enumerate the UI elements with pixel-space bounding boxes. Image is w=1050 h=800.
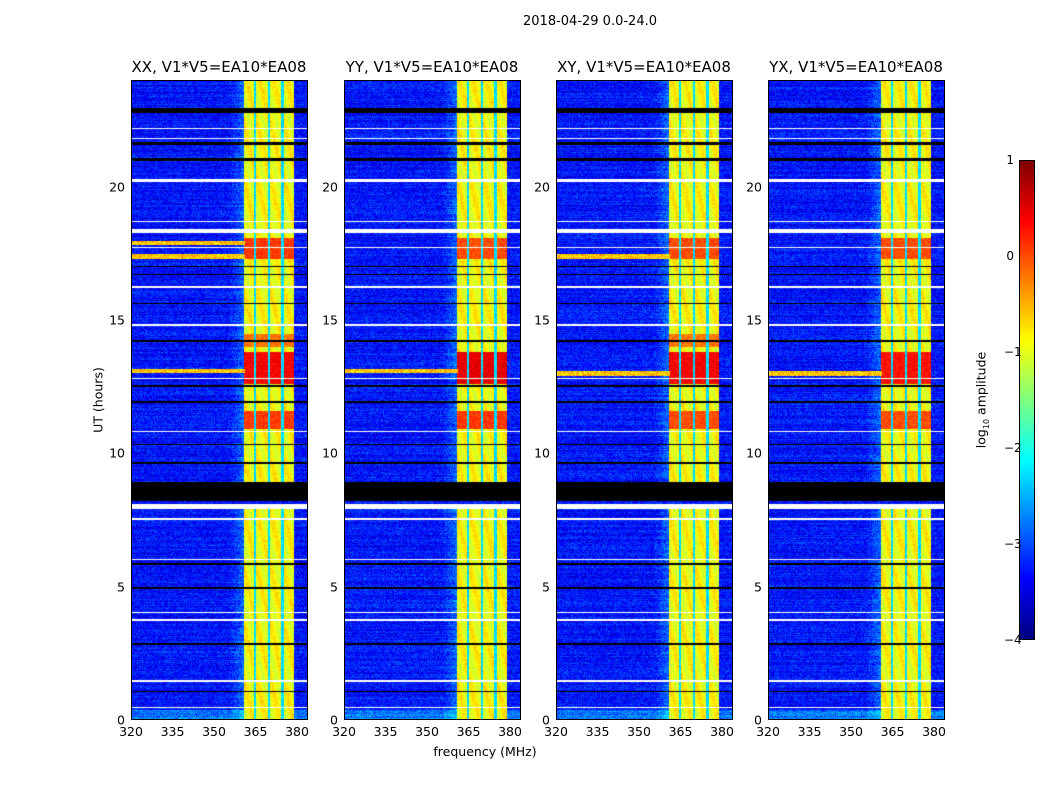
heatmap-image bbox=[557, 81, 732, 719]
panel-title: YY, V1*V5=EA10*EA08 bbox=[345, 58, 519, 76]
colorbar-tick-label: 1 bbox=[1006, 153, 1014, 167]
x-tick-label: 350 bbox=[627, 724, 651, 739]
x-tick-label: 380 bbox=[285, 724, 309, 739]
y-tick-label: 20 bbox=[322, 179, 338, 195]
x-tick-label: 350 bbox=[415, 724, 439, 739]
x-tick-label: 365 bbox=[456, 724, 481, 739]
y-tick-label: 10 bbox=[746, 445, 762, 461]
y-tick-label: 15 bbox=[322, 312, 338, 328]
x-tick-label: 350 bbox=[202, 724, 226, 739]
x-tick-label: 320 bbox=[332, 724, 356, 739]
x-tick-label: 380 bbox=[922, 724, 946, 739]
y-tick-label: 15 bbox=[109, 312, 125, 328]
colorbar-tick-label: −3 bbox=[1004, 537, 1022, 551]
panel-title: YX, V1*V5=EA10*EA08 bbox=[769, 58, 943, 76]
x-tick-label: 335 bbox=[160, 724, 185, 739]
x-tick-label: 380 bbox=[710, 724, 734, 739]
y-tick-label: 20 bbox=[746, 179, 762, 195]
y-tick-label: 20 bbox=[109, 179, 125, 195]
x-tick-label: 350 bbox=[839, 724, 863, 739]
heatmap-panel-2 bbox=[556, 80, 733, 720]
heatmap-image bbox=[769, 81, 944, 719]
y-tick-label: 0 bbox=[754, 712, 762, 728]
y-tick-label: 10 bbox=[109, 445, 125, 461]
colorbar-tick-label: 0 bbox=[1006, 249, 1014, 263]
y-tick-label: 20 bbox=[534, 179, 550, 195]
x-tick-label: 365 bbox=[243, 724, 268, 739]
y-tick-label: 15 bbox=[746, 312, 762, 328]
figure-title: 2018-04-29 0.0-24.0 bbox=[523, 14, 657, 29]
y-tick-label: 15 bbox=[534, 312, 550, 328]
panel-title: XY, V1*V5=EA10*EA08 bbox=[557, 58, 731, 76]
y-tick-label: 10 bbox=[534, 445, 550, 461]
y-axis-label: UT (hours) bbox=[90, 367, 106, 433]
y-tick-label: 5 bbox=[542, 579, 550, 595]
x-tick-label: 320 bbox=[119, 724, 143, 739]
colorbar-tick-label: −1 bbox=[1004, 345, 1022, 359]
y-tick-label: 5 bbox=[117, 579, 125, 595]
y-tick-label: 0 bbox=[542, 712, 550, 728]
x-tick-label: 320 bbox=[544, 724, 568, 739]
x-tick-label: 335 bbox=[585, 724, 610, 739]
x-tick-label: 335 bbox=[373, 724, 398, 739]
x-tick-label: 380 bbox=[498, 724, 522, 739]
x-axis-label: frequency (MHz) bbox=[433, 744, 537, 759]
y-tick-label: 5 bbox=[754, 579, 762, 595]
heatmap-panel-3 bbox=[768, 80, 945, 720]
heatmap-image bbox=[345, 81, 520, 719]
x-tick-label: 365 bbox=[880, 724, 905, 739]
x-tick-label: 320 bbox=[756, 724, 780, 739]
x-tick-label: 335 bbox=[797, 724, 822, 739]
x-tick-label: 365 bbox=[668, 724, 693, 739]
y-tick-label: 0 bbox=[117, 712, 125, 728]
y-tick-label: 5 bbox=[330, 579, 338, 595]
y-tick-label: 0 bbox=[330, 712, 338, 728]
colorbar bbox=[1019, 160, 1035, 640]
colorbar-label: log10 amplitude bbox=[973, 351, 991, 449]
colorbar-tick-label: −4 bbox=[1004, 633, 1022, 647]
colorbar-tick-label: −2 bbox=[1004, 441, 1022, 455]
y-tick-label: 10 bbox=[322, 445, 338, 461]
heatmap-panel-1 bbox=[344, 80, 521, 720]
panel-title: XX, V1*V5=EA10*EA08 bbox=[131, 58, 307, 76]
heatmap-image bbox=[132, 81, 307, 719]
heatmap-panel-0 bbox=[131, 80, 308, 720]
